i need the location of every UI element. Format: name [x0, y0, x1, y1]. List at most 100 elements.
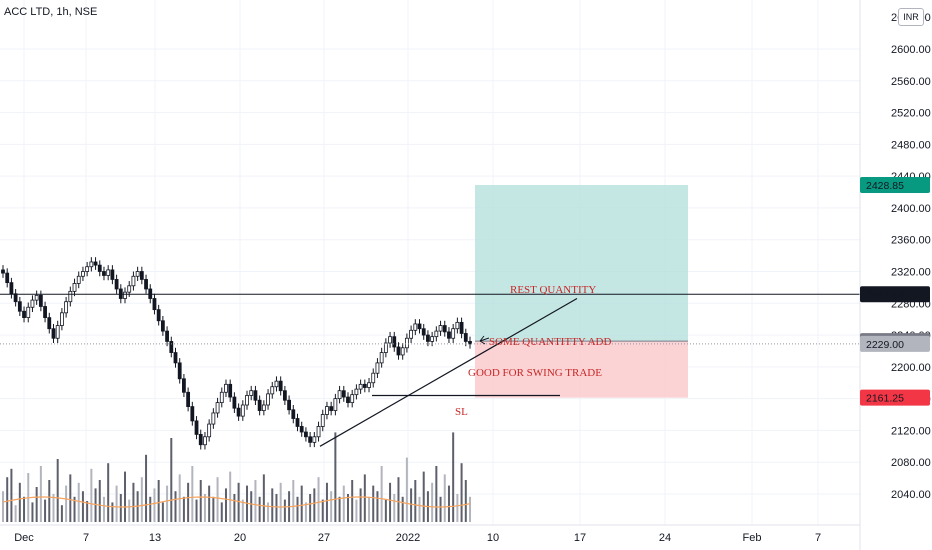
volume-bar [464, 480, 467, 522]
candle-body [245, 395, 249, 406]
candle-body [291, 409, 296, 419]
volume-bar [330, 491, 333, 522]
volume-bar [60, 505, 63, 522]
volume-bar [132, 482, 135, 522]
volume-bar [140, 477, 143, 522]
volume-bar [439, 496, 442, 522]
candle-body [417, 323, 422, 330]
volume-bar [90, 468, 93, 522]
candle-body [236, 407, 241, 417]
candle-body [400, 347, 405, 356]
candle-body [367, 382, 371, 388]
volume-bar [469, 496, 471, 522]
candle-body [5, 272, 10, 284]
volume-bars [2, 432, 471, 522]
time-tick-label: 24 [659, 532, 671, 544]
candle-body [329, 406, 334, 411]
currency-badge[interactable]: INR [898, 8, 924, 26]
candle-body [325, 406, 329, 415]
time-axis[interactable]: Dec 7 13 20 27 2022 10 17 24 Feb 7 [14, 532, 821, 544]
candle-body [173, 352, 178, 364]
volume-bar [355, 499, 358, 522]
candle-body [430, 336, 435, 342]
candle-body [434, 330, 439, 338]
volume-bar [372, 485, 375, 522]
candle-body [261, 404, 266, 411]
candle-body [270, 386, 275, 395]
volume-bar [384, 499, 387, 522]
candle-body [219, 391, 224, 404]
candle-body [438, 325, 443, 332]
candle-body [228, 383, 233, 398]
volume-bar [170, 438, 173, 522]
candle-body [249, 390, 254, 396]
price-tick-label: 2600.00 [891, 44, 931, 56]
candle-body [392, 336, 397, 348]
candle-body [224, 383, 228, 393]
candle-body [194, 420, 199, 435]
volume-bar [102, 496, 105, 522]
candle-body [388, 336, 392, 344]
volume-bar [220, 502, 223, 522]
volume-bar [56, 459, 59, 522]
volume-bar [86, 501, 89, 522]
volume-bar [216, 477, 219, 522]
candle-body [455, 321, 460, 330]
price-label-box [860, 389, 930, 406]
price-label-text: 2229.00 [866, 339, 904, 351]
candle-body [81, 271, 85, 277]
annotation-label: SOME QUANTITTY ADD [489, 336, 611, 348]
volume-bar [39, 466, 42, 522]
candle-body [55, 325, 60, 339]
candle-body [13, 293, 18, 303]
candle-body [144, 279, 148, 290]
candle-body [282, 390, 287, 401]
volume-bar [2, 491, 4, 522]
candle-body [333, 398, 338, 411]
volume-bar [191, 466, 194, 522]
price-tick-label: 2120.00 [891, 425, 931, 437]
volume-bar [52, 494, 55, 522]
candle-body [451, 328, 456, 339]
volume-bar [241, 499, 244, 522]
drawings[interactable] [0, 293, 860, 447]
long-position-tool[interactable] [475, 185, 688, 398]
time-tick-label: 10 [487, 532, 499, 544]
volume-bar [111, 502, 114, 522]
volume-ma-line [2, 496, 471, 508]
volume-bar [199, 480, 202, 522]
candle-body [190, 406, 195, 422]
candle-body [341, 390, 346, 398]
candle-body [152, 298, 157, 311]
candle-body [165, 330, 169, 342]
volume-bar [300, 485, 303, 522]
candle-body [257, 399, 262, 411]
volume-bar [128, 499, 131, 522]
candle-body [139, 271, 144, 280]
volume-bar [119, 494, 122, 522]
candle-body [346, 396, 350, 404]
volume-bar [65, 485, 68, 522]
volume-bar [115, 485, 118, 522]
candle-body [169, 341, 174, 353]
price-tick-label: 2080.00 [891, 457, 931, 469]
volume-bar [410, 488, 413, 522]
candle-body [89, 261, 94, 268]
candle-body [160, 320, 165, 332]
time-tick-label: 7 [815, 532, 821, 544]
candle-body [97, 264, 102, 272]
candle-body [295, 418, 300, 427]
time-tick-label: 17 [574, 532, 586, 544]
candle-body [358, 383, 363, 390]
candle-body [459, 321, 464, 334]
candle-body [375, 362, 380, 374]
volume-bar [107, 463, 110, 522]
volume-bar [283, 499, 286, 522]
volume-bar [166, 485, 169, 522]
volume-bar [229, 471, 232, 522]
target-zone [475, 185, 688, 342]
candle-body [426, 334, 430, 342]
candle-body [17, 301, 22, 312]
volume-bar [389, 482, 392, 522]
